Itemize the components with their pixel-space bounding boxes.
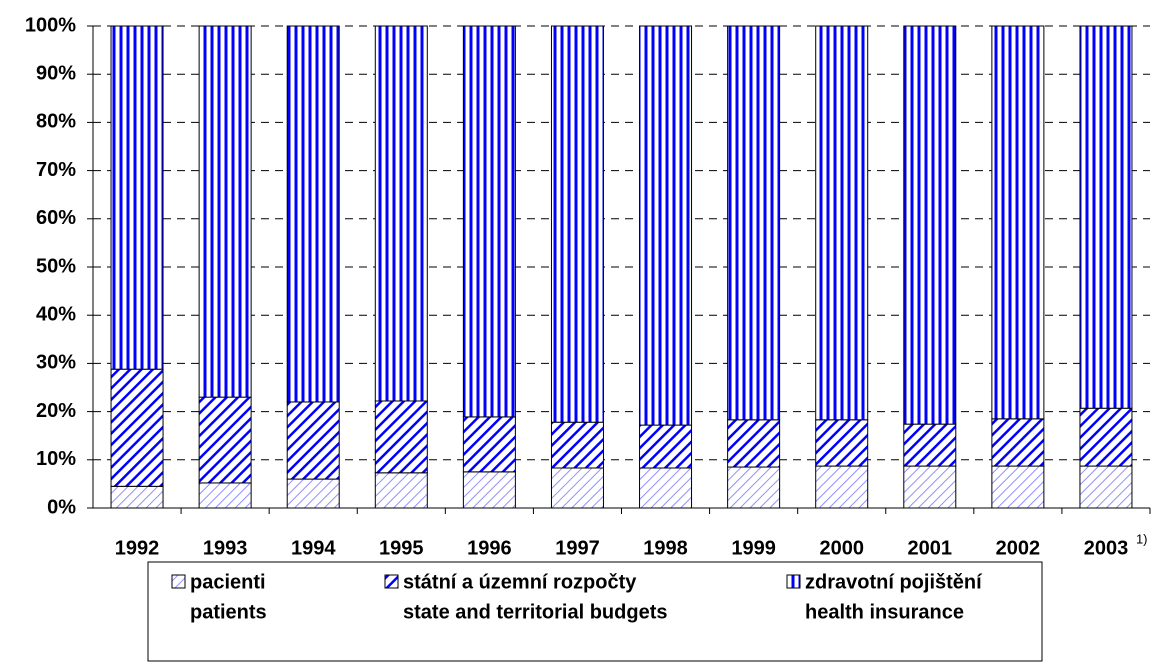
bar-segment	[1079, 25, 1133, 409]
bar-segment	[1079, 407, 1133, 467]
bar-segment	[286, 401, 340, 480]
y-tick-label: 100%	[25, 14, 76, 36]
legend-label: státní a územní rozpočty	[403, 571, 637, 593]
bar-segment	[903, 465, 957, 509]
bar-segment	[727, 25, 781, 421]
legend-swatch	[171, 574, 186, 589]
y-tick-label: 90%	[36, 62, 76, 84]
x-tick-label: 1997	[555, 537, 600, 559]
bar-segment	[462, 471, 516, 509]
y-tick-label: 20%	[36, 400, 76, 422]
bar-segment	[991, 418, 1045, 467]
bar-segment	[286, 25, 340, 403]
legend-label: zdravotní pojištění	[805, 571, 983, 593]
bar-segment	[815, 465, 869, 509]
y-tick-label: 80%	[36, 111, 76, 133]
y-tick-label: 40%	[36, 303, 76, 325]
bar-segment	[198, 396, 252, 484]
x-tick-label: 2000	[819, 537, 864, 559]
y-tick-label: 70%	[36, 159, 76, 181]
x-tick-label: 2003	[1084, 537, 1129, 559]
bar-segment	[374, 472, 428, 509]
x-tick-label: 1993	[203, 537, 248, 559]
bar-segment	[198, 25, 252, 398]
y-tick-label: 30%	[36, 352, 76, 374]
bar-segment	[727, 466, 781, 509]
legend-box	[147, 561, 1043, 662]
y-tick-label: 10%	[36, 448, 76, 470]
bar-segment	[639, 467, 693, 509]
bar-segment	[462, 416, 516, 473]
y-tick-label: 50%	[36, 255, 76, 277]
bar-segment	[550, 421, 604, 469]
bar-segment	[815, 419, 869, 467]
bar-segment	[991, 465, 1045, 509]
legend-label: pacienti	[190, 571, 266, 593]
bar-segment	[374, 25, 428, 402]
bar-segment	[110, 485, 164, 509]
bar-segment	[903, 25, 957, 425]
legend-label-en: patients	[190, 601, 267, 623]
bar-segment	[110, 25, 164, 370]
y-tick-label: 0%	[47, 496, 76, 518]
legend-label-en: state and territorial budgets	[403, 601, 668, 623]
bar-segment	[374, 400, 428, 474]
legend-label-en: health insurance	[805, 601, 964, 623]
x-tick-label: 2001	[908, 537, 953, 559]
x-tick-label: 1996	[467, 537, 512, 559]
bar-segment	[198, 482, 252, 509]
bar-segment	[639, 424, 693, 469]
bar-segment	[639, 25, 693, 426]
x-tick-label: 1995	[379, 537, 424, 559]
legend-swatch	[384, 574, 399, 589]
bar-segment	[815, 25, 869, 421]
y-tick-label: 60%	[36, 207, 76, 229]
bar-segment	[1079, 465, 1133, 509]
annotation: 1)	[1136, 531, 1148, 546]
legend-swatch	[786, 574, 801, 589]
x-tick-label: 1994	[291, 537, 336, 559]
bar-segment	[727, 419, 781, 468]
bar-segment	[286, 478, 340, 509]
x-tick-label: 1999	[731, 537, 776, 559]
bar-segment	[550, 25, 604, 423]
x-tick-label: 1992	[115, 537, 160, 559]
bar-segment	[110, 368, 164, 487]
x-tick-label: 1998	[643, 537, 688, 559]
bar-segment	[462, 25, 516, 418]
bar-segment	[903, 423, 957, 467]
bar-segment	[550, 467, 604, 509]
x-tick-label: 2002	[996, 537, 1041, 559]
bar-segment	[991, 25, 1045, 420]
